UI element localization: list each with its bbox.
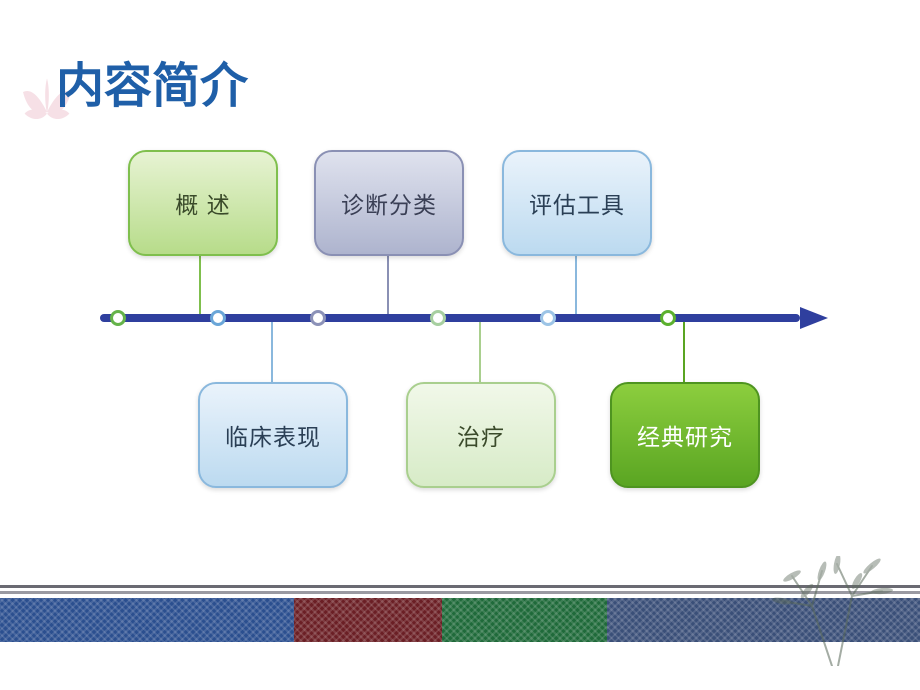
footer-segment-1 [294,598,441,642]
axis-dot-1 [210,310,226,326]
axis-dot-4 [540,310,556,326]
node-label-overview: 概 述 [175,186,230,220]
footer-segment-2 [442,598,608,642]
node-label-diagnosis: 诊断分类 [341,186,437,220]
axis-dot-5 [660,310,676,326]
timeline-axis [100,314,800,322]
node-diagnosis: 诊断分类 [314,150,464,256]
axis-dot-0 [110,310,126,326]
node-clinical: 临床表现 [198,382,348,488]
connector-assessment [575,256,577,314]
slide: 内容简介 概 述诊断分类评估工具临床表现治疗经典研究 [0,0,920,690]
connector-diagnosis [387,256,389,314]
connector-clinical [271,322,273,382]
footer-segment-0 [0,598,294,642]
footer-segment-3 [607,598,920,642]
node-label-clinical: 临床表现 [225,418,321,452]
node-label-research: 经典研究 [637,418,733,452]
node-label-treatment: 治疗 [457,418,505,452]
footer-band [0,598,920,642]
connector-treatment [479,322,481,382]
timeline-arrowhead [800,307,828,329]
node-research: 经典研究 [610,382,760,488]
node-label-assessment: 评估工具 [529,186,625,220]
axis-dot-2 [310,310,326,326]
node-treatment: 治疗 [406,382,556,488]
connector-overview [199,256,201,314]
footer-rule-0 [0,585,920,588]
axis-dot-3 [430,310,446,326]
node-assessment: 评估工具 [502,150,652,256]
footer-rule-1 [0,591,920,594]
connector-research [683,322,685,382]
node-overview: 概 述 [128,150,278,256]
